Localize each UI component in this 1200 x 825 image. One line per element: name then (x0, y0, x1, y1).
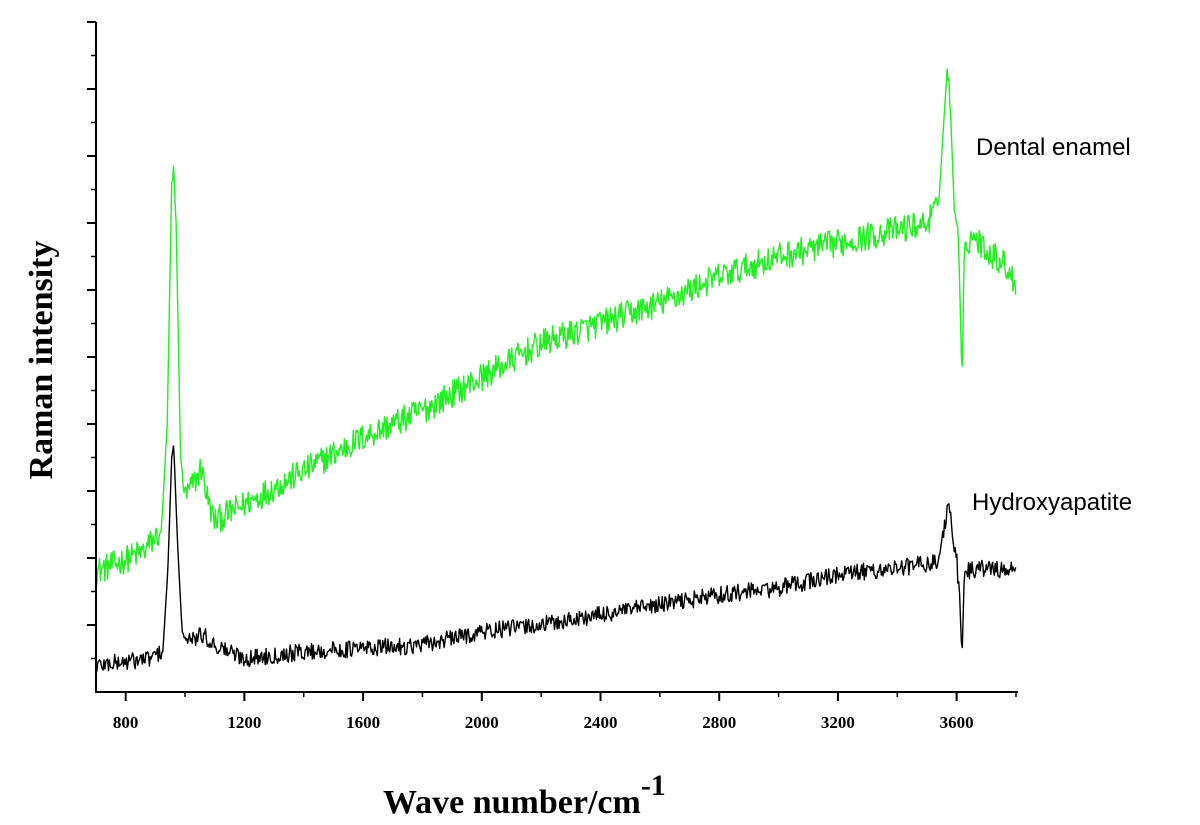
series-label-hydroxyapatite: Hydroxyapatite (972, 489, 1132, 516)
series-layer (95, 68, 1017, 672)
x-tick-label: 3600 (940, 713, 974, 732)
series-label-dental-enamel: Dental enamel (976, 134, 1131, 161)
x-tick-label: 800 (113, 713, 139, 732)
x-tick-label: 3200 (821, 713, 855, 732)
y-axis-label: Raman intensity (23, 241, 60, 480)
series-line-dental-enamel (95, 68, 1017, 586)
x-axis-label: Wave number/cm-1 (383, 769, 666, 821)
series-line-hydroxyapatite (95, 445, 1017, 672)
x-tick-label: 2400 (584, 713, 618, 732)
x-tick-label: 1200 (227, 713, 261, 732)
y-axis-ticks (87, 21, 96, 660)
x-axis-ticks: 800 1200 1600 2000 2400 2800 3200 3600 (113, 692, 1017, 732)
x-tick-label: 1600 (346, 713, 380, 732)
x-tick-label: 2000 (465, 713, 499, 732)
x-tick-label: 2800 (702, 713, 736, 732)
x-axis-label-text: Wave number/cm (383, 784, 641, 821)
x-axis-label-superscript: -1 (641, 769, 666, 802)
